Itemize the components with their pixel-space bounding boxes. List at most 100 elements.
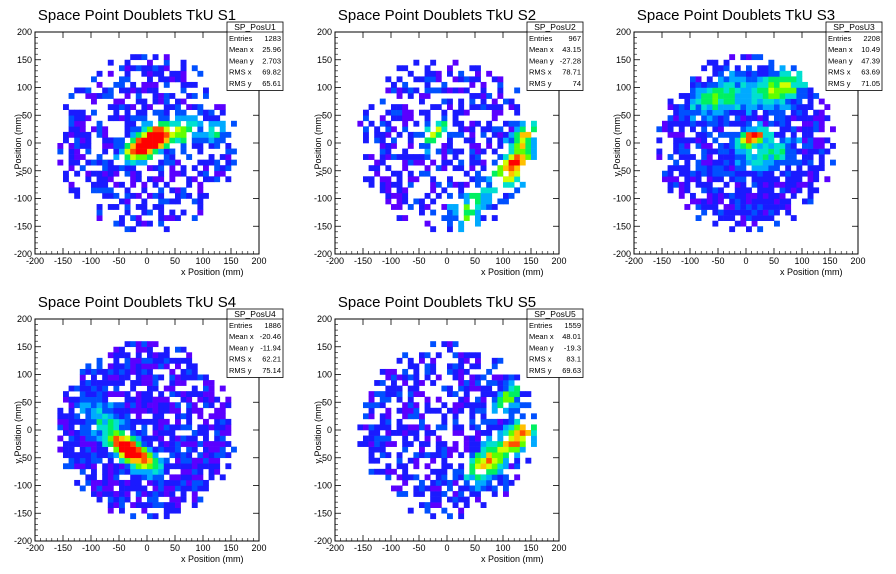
heatmap-cell xyxy=(180,70,187,77)
heatmap-cell xyxy=(723,215,730,221)
heatmap-cell xyxy=(158,137,165,144)
heatmap-cell xyxy=(169,104,176,110)
heatmap-cell xyxy=(135,170,142,177)
heatmap-cell xyxy=(796,115,803,122)
heatmap-cell xyxy=(802,81,808,88)
heatmap-cell xyxy=(385,198,392,205)
heatmap-cell xyxy=(191,215,198,221)
heatmap-cell xyxy=(379,424,386,431)
heatmap-cell xyxy=(158,176,165,183)
heatmap-cell xyxy=(74,385,81,392)
heatmap-cell xyxy=(130,226,137,233)
heatmap-cell xyxy=(130,120,137,127)
heatmap-cell xyxy=(447,368,453,375)
heatmap-cell xyxy=(368,430,375,436)
heatmap-cell xyxy=(751,93,758,99)
heatmap-cell xyxy=(363,413,369,420)
heatmap-cell xyxy=(458,165,465,172)
heatmap-cell xyxy=(135,468,142,475)
heatmap-cell xyxy=(96,187,103,194)
heatmap-cell xyxy=(135,109,142,116)
heatmap-cell xyxy=(63,176,69,183)
heatmap-cell xyxy=(79,120,86,127)
heatmap-cell xyxy=(667,98,674,105)
heatmap-cell xyxy=(152,148,159,155)
heatmap-cell xyxy=(96,452,103,459)
heatmap-cell xyxy=(424,502,431,508)
heatmap-cell xyxy=(158,170,165,177)
heatmap-cell xyxy=(740,159,747,166)
heatmap-cell xyxy=(175,507,181,514)
heatmap-cell xyxy=(147,131,153,138)
heatmap-cell xyxy=(175,159,181,166)
heatmap-cell xyxy=(214,170,221,177)
heatmap-cell xyxy=(435,424,442,431)
heatmap-cell xyxy=(152,474,159,481)
heatmap-cell xyxy=(469,485,476,492)
heatmap-cell xyxy=(818,165,825,172)
heatmap-cell xyxy=(379,143,386,149)
heatmap-cell xyxy=(503,424,509,431)
heatmap-cell xyxy=(163,159,170,166)
heatmap-cell xyxy=(463,126,470,133)
heatmap-cell xyxy=(113,407,120,414)
heatmap-cell xyxy=(458,380,465,386)
heatmap-cell xyxy=(779,104,786,110)
heatmap-cell xyxy=(751,126,758,133)
heatmap-cell xyxy=(186,181,193,188)
heatmap-cell xyxy=(391,368,397,375)
heatmap-cell xyxy=(419,209,425,216)
heatmap-cell xyxy=(757,98,764,105)
heatmap-cell xyxy=(152,463,159,470)
heatmap-cell xyxy=(452,120,459,127)
heatmap-cell xyxy=(779,81,786,88)
heatmap-cell xyxy=(407,170,414,177)
heatmap-cell xyxy=(785,104,792,110)
heatmap-cell xyxy=(667,120,674,127)
heatmap-cell xyxy=(180,76,187,83)
heatmap-cell xyxy=(774,104,780,110)
heatmap-cell xyxy=(385,148,392,155)
heatmap-cell xyxy=(141,463,148,470)
heatmap-cell xyxy=(695,104,702,110)
heatmap-cell xyxy=(191,385,198,392)
heatmap-cell xyxy=(802,143,808,149)
heatmap-cell xyxy=(475,204,481,210)
heatmap-cell xyxy=(757,170,764,177)
heatmap-cell xyxy=(508,148,515,155)
heatmap-cell xyxy=(57,143,64,149)
heatmap-cell xyxy=(458,374,465,381)
y-tick-label: 150 xyxy=(17,55,32,65)
heatmap-cell xyxy=(119,418,125,425)
heatmap-cell xyxy=(91,441,97,447)
heatmap-cell xyxy=(503,159,509,166)
heatmap-cell xyxy=(368,391,375,397)
heatmap-cell xyxy=(368,165,375,172)
heatmap-cell xyxy=(368,176,375,183)
heatmap-cell xyxy=(734,204,741,210)
x-tick-label: -200 xyxy=(326,543,344,553)
heatmap-cell xyxy=(441,457,448,464)
heatmap-cell xyxy=(491,474,498,481)
heatmap-cell xyxy=(508,170,515,177)
heatmap-cell xyxy=(774,76,780,83)
heatmap-cell xyxy=(203,418,209,425)
heatmap-cell xyxy=(96,204,103,210)
heatmap-cell xyxy=(74,120,81,127)
heatmap-cell xyxy=(158,430,165,436)
heatmap-cell xyxy=(147,148,153,155)
heatmap-cell xyxy=(813,143,820,149)
heatmap-cell xyxy=(152,496,159,503)
heatmap-cell xyxy=(152,407,159,414)
heatmap-cell xyxy=(740,93,747,99)
heatmap-cell xyxy=(486,485,493,492)
heatmap-cell xyxy=(119,352,125,359)
heatmap-cell xyxy=(701,137,708,144)
heatmap-cell xyxy=(74,87,81,94)
heatmap-cell xyxy=(385,413,392,420)
heatmap-cell xyxy=(762,198,769,205)
heatmap-cell xyxy=(435,192,442,199)
heatmap-cell xyxy=(458,402,465,409)
heatmap-cell xyxy=(113,385,120,392)
